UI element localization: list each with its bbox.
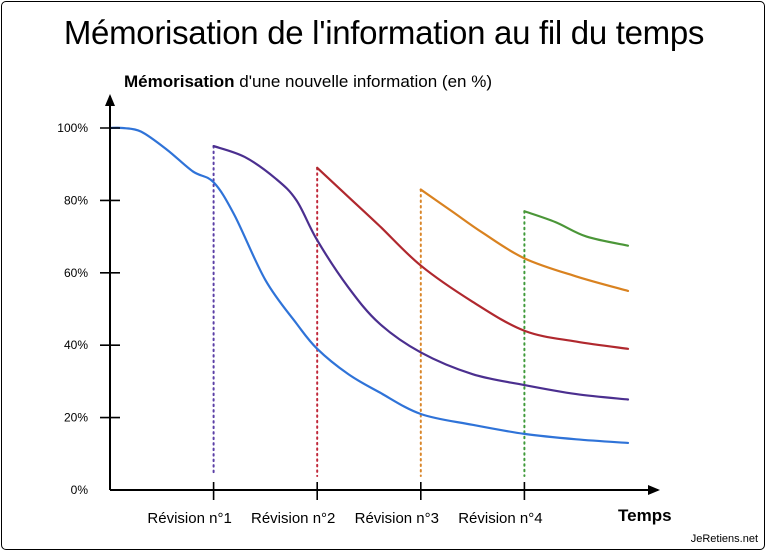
- y-axis-label-rest: d'une nouvelle information (en %): [234, 72, 492, 91]
- y-tick-label: 40%: [64, 338, 88, 352]
- series-line-0: [108, 126, 630, 445]
- series-line-1: [212, 145, 630, 401]
- x-tick-label: Révision n°4: [458, 510, 542, 527]
- y-tick-label: 0%: [71, 483, 89, 497]
- y-tick-label: 100%: [57, 121, 88, 135]
- y-axis-label-bold: Mémorisation: [124, 72, 235, 91]
- y-axis-label: Mémorisation d'une nouvelle information …: [124, 72, 492, 92]
- chart-title: Mémorisation de l'information au fil du …: [63, 14, 705, 51]
- x-axis-label: Temps: [618, 506, 672, 525]
- y-tick-label: 20%: [64, 411, 88, 425]
- revision-guides: [212, 145, 526, 477]
- y-tick-label: 80%: [64, 193, 88, 207]
- y-tick-label: 60%: [64, 266, 88, 280]
- series-lines: [108, 126, 630, 445]
- x-tick-label: Révision n°1: [147, 510, 231, 527]
- series-line-3: [419, 188, 630, 292]
- x-tick-label: Révision n°2: [251, 510, 335, 527]
- site-credit: JeRetiens.net: [690, 533, 758, 545]
- series-line-4: [523, 210, 630, 247]
- y-ticks: 0% 20% 40% 60% 80% 100%: [57, 121, 120, 497]
- x-ticks: Révision n°1 Révision n°2 Révision n°3 Révi…: [147, 482, 543, 527]
- x-tick-label: Révision n°3: [355, 510, 439, 527]
- series-line-2: [316, 166, 630, 350]
